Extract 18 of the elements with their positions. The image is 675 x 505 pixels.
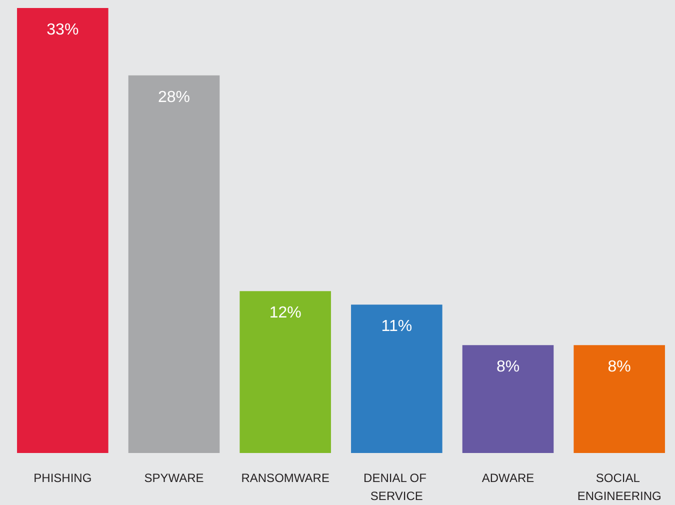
bar [351, 304, 442, 453]
bar [17, 8, 108, 453]
bar [574, 345, 665, 453]
data-label: 28% [158, 88, 190, 106]
data-label: 8% [496, 358, 520, 376]
x-tick-label: RANSOMWARE [241, 471, 330, 485]
x-tick-label: PHISHING [34, 471, 92, 485]
x-tick-label: SPYWARE [144, 471, 204, 485]
x-tick-label: SOCIAL ENGINEERING [577, 471, 662, 503]
bar [462, 345, 554, 453]
x-tick-label: DENIAL OF SERVICE [364, 471, 430, 503]
bar [240, 291, 331, 453]
data-label: 11% [381, 318, 412, 336]
data-label: 33% [46, 22, 79, 38]
data-label: 8% [608, 358, 631, 376]
bar [128, 75, 220, 453]
data-label: 12% [269, 304, 302, 322]
x-tick-label: ADWARE [482, 471, 534, 485]
